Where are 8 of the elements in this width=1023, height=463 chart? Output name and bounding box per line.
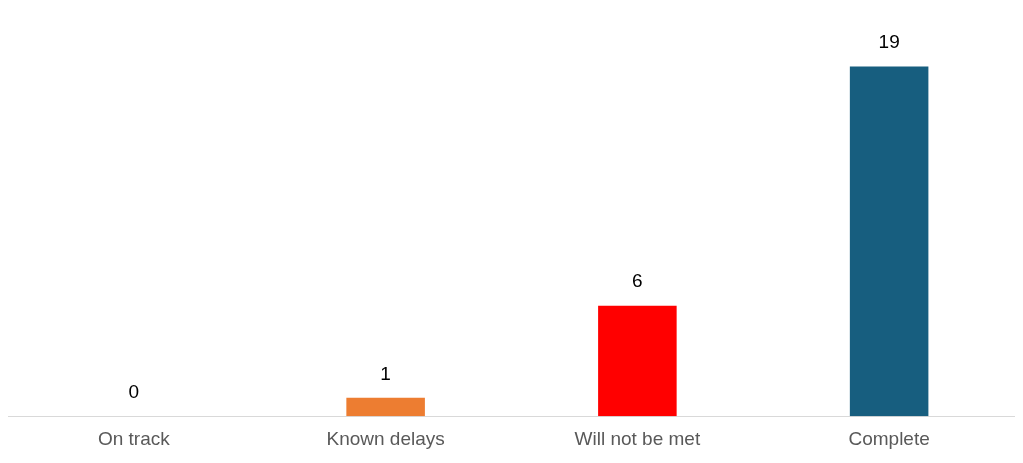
x-tick-label: On track: [97, 427, 171, 449]
x-tick-label: Will not be met: [574, 427, 701, 449]
x-tick-label: Complete: [848, 427, 930, 449]
data-label: 19: [878, 31, 900, 53]
data-label: 6: [632, 270, 643, 292]
x-tick-label: Known delays: [326, 427, 445, 449]
data-label: 0: [128, 380, 140, 402]
data-label: 1: [380, 362, 391, 384]
